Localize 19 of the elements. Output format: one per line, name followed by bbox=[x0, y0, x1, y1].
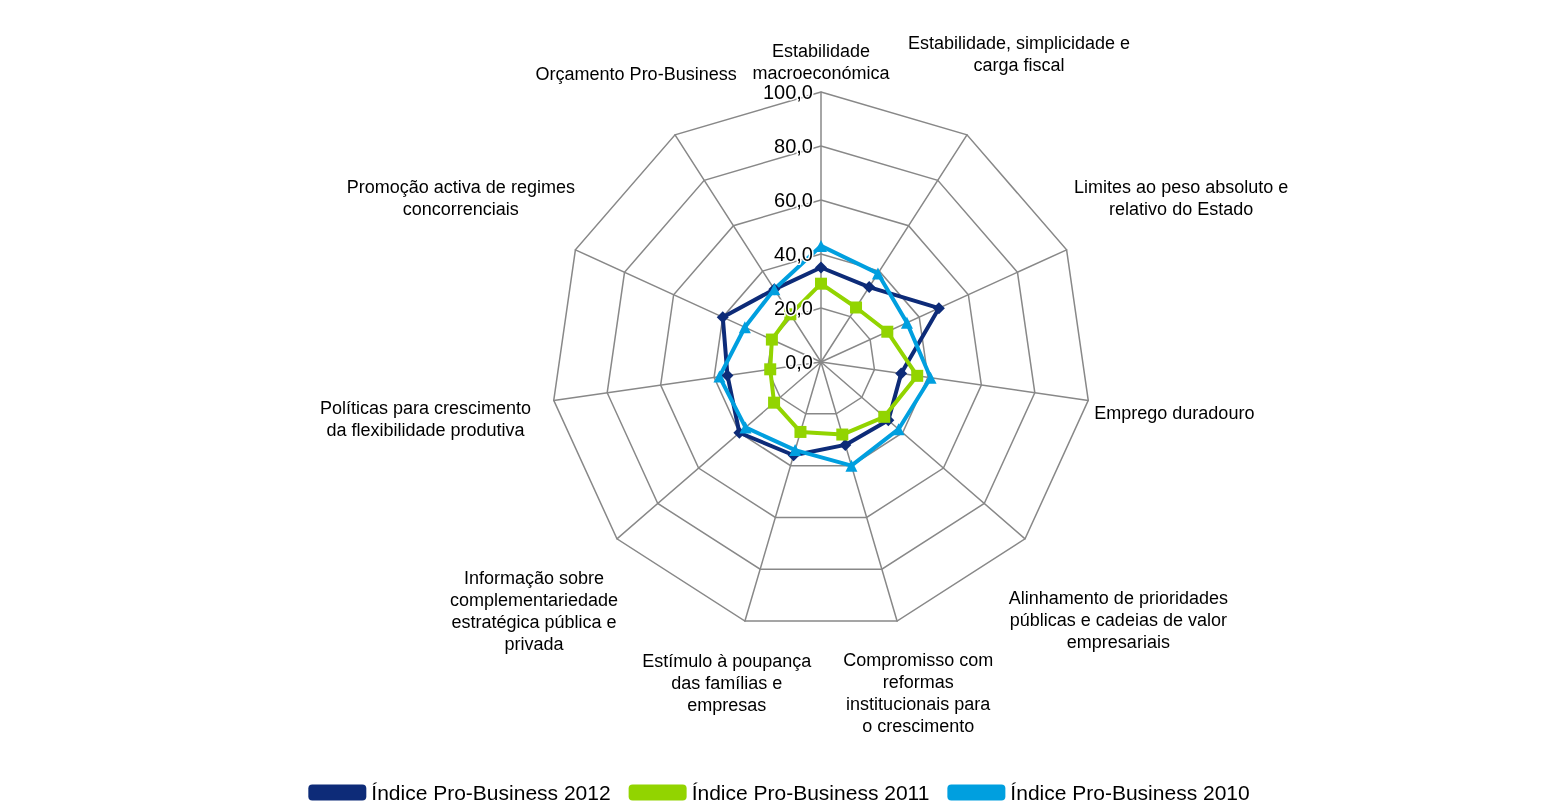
spoke-label: Estabilidade, simplicidade e carga fiscal bbox=[907, 32, 1131, 75]
legend-label: Índice Pro-Business 2011 bbox=[691, 781, 930, 804]
spoke-label: Compromisso com reformas institucionais para o crescimento bbox=[843, 649, 994, 736]
spoke-label: Políticas para crescimento da flexibilidade produtiva bbox=[320, 397, 532, 440]
spoke-label: Limites ao peso absoluto e relativo do Estado bbox=[1074, 176, 1289, 219]
y-tick-label: 80,0 bbox=[774, 135, 813, 157]
y-tick-label: 0,0 bbox=[785, 351, 813, 373]
y-tick-label: 60,0 bbox=[774, 189, 813, 211]
spoke-label: Emprego duradouro bbox=[1094, 402, 1255, 423]
spoke-label: Orçamento Pro-Business bbox=[535, 64, 737, 85]
spoke-label: Estímulo à poupança das famílias e empresas bbox=[642, 650, 813, 715]
legend-label: Índice Pro-Business 2010 bbox=[1010, 781, 1250, 804]
spoke-label: Estabilidade macroeconómica bbox=[752, 41, 891, 83]
spoke-label: Promoção activa de regimes concorrenciais bbox=[346, 176, 575, 219]
legend-label: Índice Pro-Business 2012 bbox=[371, 781, 611, 804]
y-tick-label: 100,0 bbox=[762, 81, 813, 103]
y-tick-label: 40,0 bbox=[774, 243, 813, 265]
spoke-label: Informação sobre complementariedade estratégica pública e privada bbox=[449, 567, 619, 654]
spoke-label: Alinhamento de prioridades públicas e cadeias de valor empresariais bbox=[1008, 587, 1228, 652]
